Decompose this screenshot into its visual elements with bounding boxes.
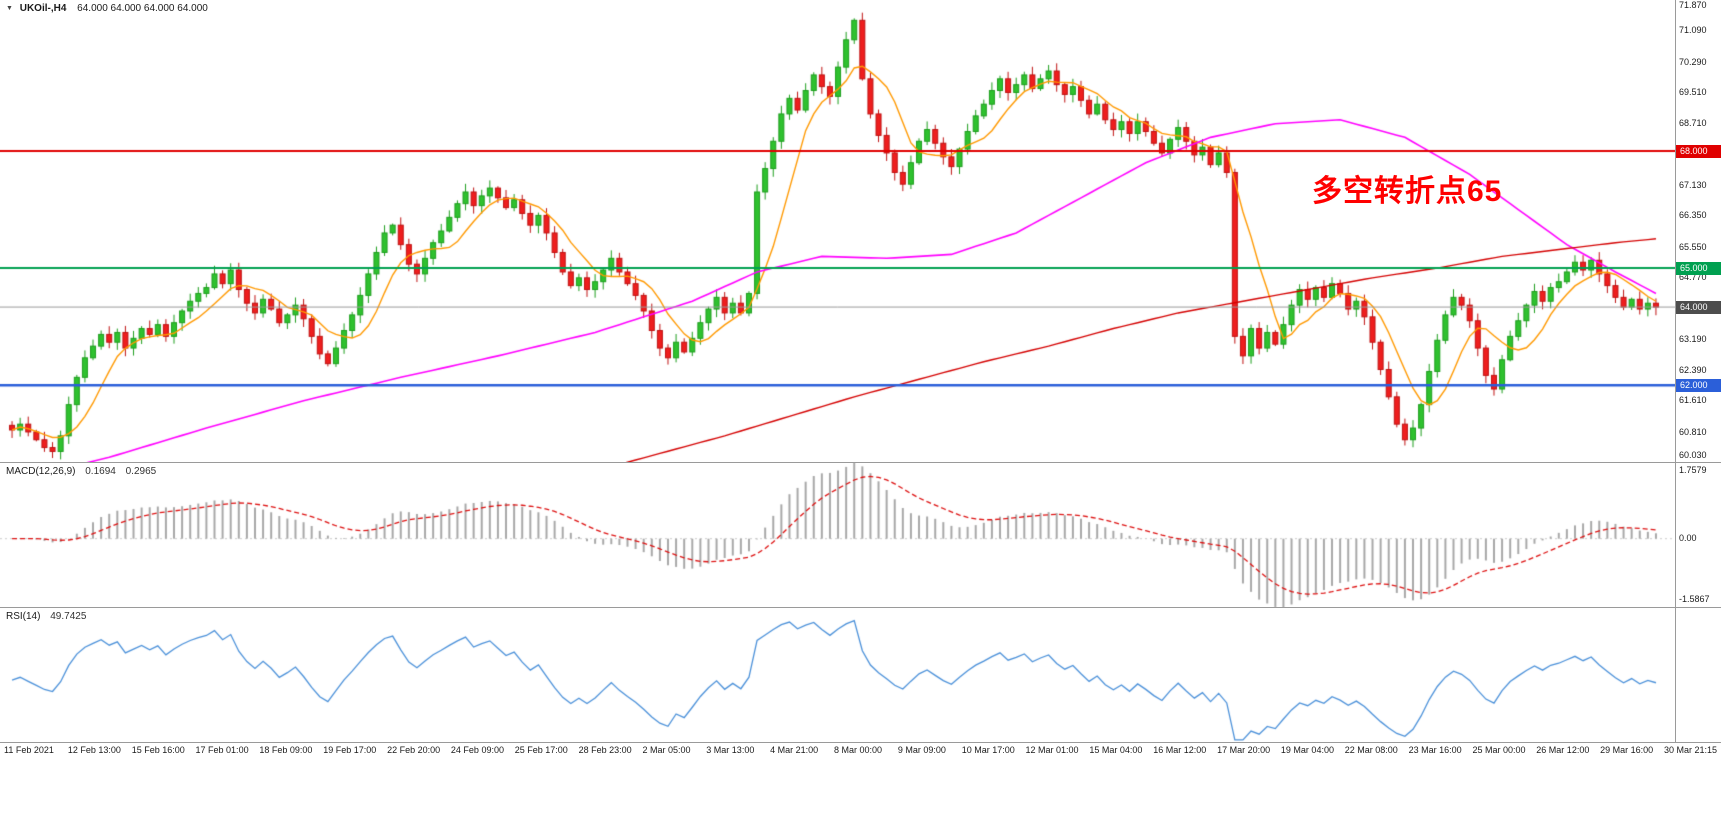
- macd-axis-zero: 0.00: [1679, 533, 1697, 543]
- x-axis-label: 22 Mar 08:00: [1344, 745, 1398, 755]
- x-axis-label: 25 Mar 00:00: [1472, 745, 1526, 755]
- x-axis-label: 18 Feb 09:00: [259, 745, 313, 755]
- time-axis[interactable]: 11 Feb 2021 12 Feb 13:00 15 Feb 16:00 17 Fe…: [0, 745, 1721, 761]
- price-chart-canvas[interactable]: [0, 0, 1675, 462]
- x-axis-label: 12 Feb 13:00: [67, 745, 121, 755]
- price-level-chip: 62.000: [1676, 378, 1721, 392]
- macd-value-signal: 0.2965: [125, 466, 157, 477]
- x-axis-label: 29 Mar 16:00: [1600, 745, 1654, 755]
- x-axis-label: 28 Feb 23:00: [578, 745, 632, 755]
- x-axis-label: 17 Mar 20:00: [1217, 745, 1271, 755]
- macd-axis-max: 1.7579: [1679, 465, 1707, 475]
- price-axis-label: 61.610: [1679, 395, 1707, 406]
- x-axis-label: 17 Feb 01:00: [195, 745, 249, 755]
- price-axis-label: 70.290: [1679, 56, 1707, 67]
- symbol-header: ▼ UKOil-,H4 64.000 64.000 64.000 64.000: [6, 3, 208, 14]
- price-level-chip: 64.000: [1676, 300, 1721, 314]
- rsi-value: 49.7425: [50, 611, 87, 622]
- price-axis-label: 60.030: [1679, 450, 1707, 460]
- x-axis-label: 8 Mar 00:00: [834, 745, 883, 755]
- macd-name: MACD(12,26,9): [6, 466, 76, 477]
- pane-separator[interactable]: [0, 607, 1721, 608]
- price-axis-label: 63.190: [1679, 333, 1707, 344]
- macd-indicator-canvas[interactable]: [0, 463, 1675, 607]
- price-axis-label: 71.870: [1679, 0, 1707, 10]
- x-axis-label: 19 Mar 04:00: [1280, 745, 1334, 755]
- x-axis-label: 4 Mar 21:00: [770, 745, 819, 755]
- ohlc-values: 64.000 64.000 64.000 64.000: [77, 3, 208, 14]
- annotation-text[interactable]: 多空转折点65: [1312, 175, 1503, 208]
- price-axis[interactable]: 1.7579 0.00 -1.5867 71.870 71.090 70.290 69…: [1675, 0, 1721, 742]
- price-axis-label: 71.090: [1679, 25, 1707, 36]
- macd-label: MACD(12,26,9) 0.1694 0.2965: [6, 466, 156, 477]
- x-axis-label: 15 Feb 16:00: [131, 745, 185, 755]
- price-level-chip: 68.000: [1676, 144, 1721, 158]
- x-axis-label: 19 Feb 17:00: [323, 745, 377, 755]
- x-axis-label: 9 Mar 09:00: [897, 745, 946, 755]
- x-axis-label: 11 Feb 2021: [4, 745, 54, 755]
- price-axis-label: 67.130: [1679, 179, 1707, 190]
- price-axis-label: 69.510: [1679, 87, 1707, 98]
- rsi-indicator-canvas[interactable]: [0, 608, 1675, 742]
- price-axis-label: 68.710: [1679, 118, 1707, 129]
- rsi-name: RSI(14): [6, 611, 41, 622]
- pane-separator[interactable]: [0, 462, 1721, 463]
- pane-separator[interactable]: [0, 742, 1721, 743]
- x-axis-label: 30 Mar 21:15: [1664, 745, 1718, 755]
- x-axis-label: 23 Mar 16:00: [1408, 745, 1462, 755]
- x-axis-label: 15 Mar 04:00: [1089, 745, 1143, 755]
- price-axis-label: 65.550: [1679, 241, 1707, 252]
- macd-axis-min: -1.5867: [1679, 594, 1710, 604]
- x-axis-label: 3 Mar 13:00: [706, 745, 755, 755]
- price-axis-label: 64.770: [1679, 272, 1707, 283]
- macd-value-main: 0.1694: [85, 466, 116, 477]
- x-axis-label: 2 Mar 05:00: [642, 745, 691, 755]
- chevron-down-icon[interactable]: ▼: [6, 5, 13, 12]
- x-axis-label: 10 Mar 17:00: [961, 745, 1015, 755]
- axis-divider: [1675, 0, 1676, 742]
- price-axis-label: 60.810: [1679, 426, 1707, 437]
- x-axis-label: 26 Mar 12:00: [1536, 745, 1590, 755]
- x-axis-label: 22 Feb 20:00: [387, 745, 441, 755]
- symbol-timeframe-label: UKOil-,H4: [19, 3, 67, 14]
- price-axis-label: 62.390: [1679, 364, 1707, 375]
- x-axis-label: 16 Mar 12:00: [1153, 745, 1207, 755]
- rsi-label: RSI(14) 49.7425: [6, 611, 86, 622]
- x-axis-label: 25 Feb 17:00: [514, 745, 568, 755]
- price-axis-label: 66.350: [1679, 210, 1707, 221]
- x-axis-label: 24 Feb 09:00: [450, 745, 504, 755]
- price-level-chip: 65.000: [1676, 261, 1721, 275]
- x-axis-label: 12 Mar 01:00: [1025, 745, 1079, 755]
